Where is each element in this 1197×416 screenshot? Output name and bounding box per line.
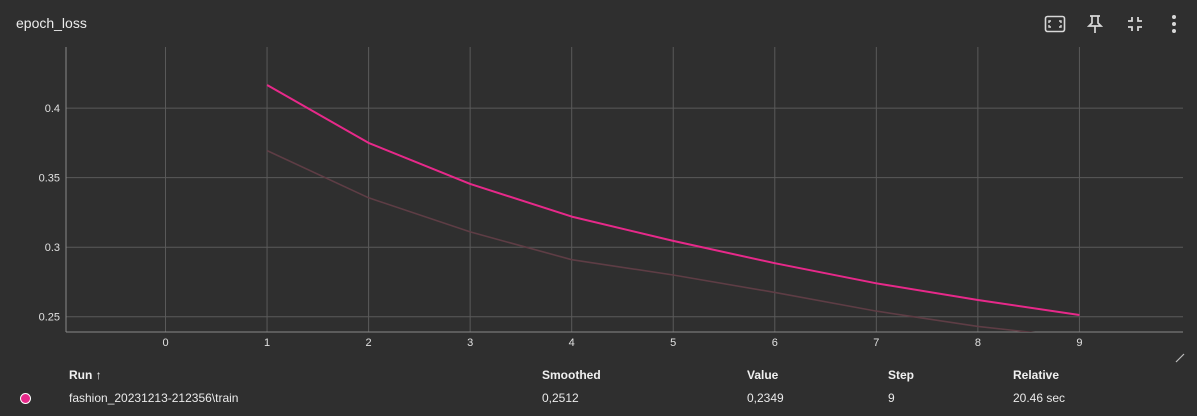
more-options-button[interactable] [1161,11,1187,37]
smoothed-series-line [266,84,1080,316]
column-header-step[interactable]: Step [888,368,915,382]
collapse-icon [1126,15,1144,33]
resize-handle-icon[interactable] [1175,350,1185,363]
pin-button[interactable] [1082,11,1108,37]
y-tick-label: 0.25 [39,312,60,324]
column-header-smoothed[interactable]: Smoothed [542,368,601,382]
run-color-dot [20,393,31,404]
x-tick-label: 4 [569,337,575,349]
x-tick-label: 8 [975,337,981,349]
chart-title: epoch_loss [16,15,87,31]
more-vert-icon [1171,14,1177,34]
y-tick-label: 0.4 [45,103,60,115]
pin-icon [1087,14,1103,34]
run-name-cell: fashion_20231213-212356\train [69,391,239,405]
x-tick-label: 3 [467,337,473,349]
column-header-value[interactable]: Value [747,368,779,382]
x-tick-label: 0 [162,337,168,349]
x-tick-label: 2 [366,337,372,349]
y-tick-label: 0.35 [39,173,60,185]
y-tick-label: 0.3 [45,242,60,254]
fit-domain-icon [1044,15,1066,33]
collapse-button[interactable] [1122,11,1148,37]
column-header-run[interactable]: Run ↑ [69,368,102,382]
relative-cell: 20.46 sec [1013,391,1066,405]
raw-series-line [266,149,1036,332]
x-tick-label: 5 [670,337,676,349]
fit-domain-button[interactable] [1042,11,1068,37]
x-tick-label: 6 [772,337,778,349]
step-cell: 9 [888,391,895,405]
value-cell: 0,2349 [747,391,784,405]
smoothed-cell: 0,2512 [542,391,579,405]
card-header: epoch_loss [0,0,1197,46]
x-tick-label: 9 [1076,337,1082,349]
x-tick-label: 7 [873,337,879,349]
x-tick-label: 1 [264,337,270,349]
column-header-relative[interactable]: Relative [1013,368,1060,382]
